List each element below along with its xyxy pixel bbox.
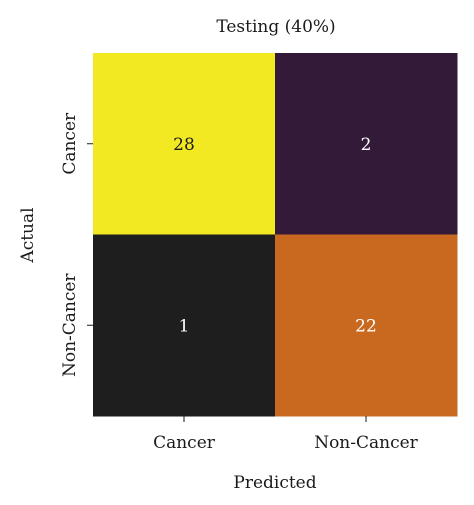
heatmap-cell bbox=[275, 53, 458, 235]
cell-value-label: 28 bbox=[173, 135, 195, 155]
heatmap-cells: 28 2 1 22 bbox=[93, 53, 458, 417]
chart-title: Testing (40%) bbox=[216, 17, 335, 37]
y-tick-label: Cancer bbox=[60, 112, 80, 175]
x-tick-label: Non-Cancer bbox=[314, 433, 418, 453]
heatmap-cell bbox=[93, 234, 276, 417]
y-tick-label: Non-Cancer bbox=[60, 273, 80, 377]
x-axis-label: Predicted bbox=[233, 473, 316, 493]
heatmap-cell bbox=[275, 234, 458, 417]
cell-value-label: 22 bbox=[355, 316, 377, 336]
axis-ticks: Cancer Non-Cancer Cancer Non-Cancer bbox=[60, 112, 419, 453]
heatmap-cell bbox=[93, 53, 276, 235]
cell-value-label: 1 bbox=[179, 316, 190, 336]
x-tick-label: Cancer bbox=[153, 433, 216, 453]
cell-value-label: 2 bbox=[361, 135, 372, 155]
y-axis-label: Actual bbox=[18, 207, 38, 263]
